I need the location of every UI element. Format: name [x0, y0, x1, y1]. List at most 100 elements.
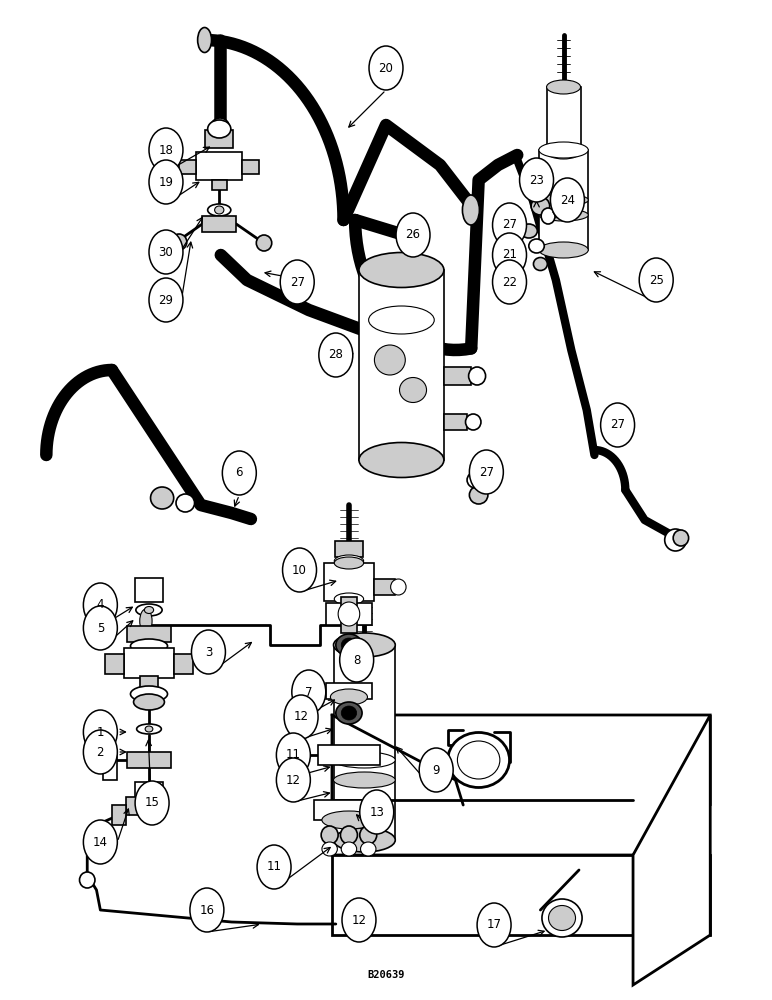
Circle shape — [222, 451, 256, 495]
Text: 19: 19 — [158, 176, 174, 188]
Text: 17: 17 — [486, 918, 502, 932]
Circle shape — [83, 606, 117, 650]
Bar — [135, 578, 163, 602]
Ellipse shape — [330, 689, 367, 705]
Ellipse shape — [368, 306, 434, 334]
Text: 29: 29 — [158, 294, 174, 306]
Ellipse shape — [334, 752, 395, 768]
Text: 20: 20 — [378, 62, 394, 75]
Ellipse shape — [548, 906, 575, 930]
Bar — [318, 745, 380, 765]
Ellipse shape — [466, 414, 481, 430]
Circle shape — [191, 630, 225, 674]
Circle shape — [550, 178, 584, 222]
Circle shape — [292, 670, 326, 714]
Bar — [127, 752, 171, 768]
Ellipse shape — [539, 242, 588, 258]
Ellipse shape — [140, 609, 152, 633]
Circle shape — [83, 583, 117, 627]
Ellipse shape — [520, 224, 537, 238]
Ellipse shape — [338, 602, 360, 626]
Ellipse shape — [462, 195, 479, 225]
Bar — [212, 180, 227, 190]
Ellipse shape — [547, 145, 581, 159]
Bar — [444, 414, 467, 430]
Text: 8: 8 — [353, 654, 361, 666]
Text: 28: 28 — [328, 349, 344, 361]
Text: 12: 12 — [293, 710, 309, 724]
Bar — [444, 367, 471, 385]
Ellipse shape — [336, 634, 362, 656]
Text: 9: 9 — [432, 764, 440, 776]
Ellipse shape — [130, 686, 168, 702]
Text: 15: 15 — [144, 796, 160, 810]
Bar — [324, 563, 374, 601]
Text: 7: 7 — [305, 686, 313, 698]
Circle shape — [284, 695, 318, 739]
Ellipse shape — [137, 724, 161, 734]
Bar — [196, 152, 242, 180]
Bar — [341, 597, 357, 633]
Text: 18: 18 — [158, 143, 174, 156]
Circle shape — [342, 898, 376, 942]
Bar — [359, 270, 444, 460]
Ellipse shape — [334, 557, 364, 569]
Circle shape — [396, 213, 430, 257]
Ellipse shape — [469, 367, 486, 385]
Ellipse shape — [171, 234, 187, 250]
Circle shape — [477, 903, 511, 947]
Ellipse shape — [151, 487, 174, 509]
Text: 25: 25 — [648, 273, 664, 286]
Ellipse shape — [359, 252, 444, 288]
Ellipse shape — [145, 726, 153, 732]
Ellipse shape — [448, 732, 510, 788]
Circle shape — [419, 748, 453, 792]
Ellipse shape — [542, 899, 582, 937]
Bar — [547, 87, 581, 152]
Ellipse shape — [334, 772, 395, 788]
Circle shape — [135, 781, 169, 825]
Text: 14: 14 — [93, 836, 108, 848]
Ellipse shape — [130, 639, 168, 653]
Circle shape — [493, 203, 527, 247]
Circle shape — [360, 790, 394, 834]
Text: 13: 13 — [369, 806, 384, 818]
Ellipse shape — [334, 633, 395, 657]
Ellipse shape — [210, 118, 229, 138]
Text: 4: 4 — [96, 598, 104, 611]
Circle shape — [319, 333, 353, 377]
Ellipse shape — [321, 826, 338, 844]
Text: 2: 2 — [96, 746, 104, 758]
Ellipse shape — [208, 204, 231, 216]
Text: 5: 5 — [96, 621, 104, 635]
Ellipse shape — [215, 206, 224, 214]
Bar — [205, 130, 233, 148]
Ellipse shape — [539, 209, 588, 221]
Ellipse shape — [208, 128, 231, 146]
Circle shape — [149, 230, 183, 274]
Ellipse shape — [334, 593, 364, 605]
Bar — [326, 603, 372, 625]
Bar — [103, 752, 117, 780]
Ellipse shape — [539, 194, 588, 206]
Bar — [105, 654, 124, 674]
Text: B20639: B20639 — [367, 970, 405, 980]
Circle shape — [257, 845, 291, 889]
Circle shape — [149, 160, 183, 204]
Bar — [326, 683, 372, 699]
Bar — [242, 160, 259, 174]
Polygon shape — [633, 715, 710, 985]
Text: 21: 21 — [502, 248, 517, 261]
Ellipse shape — [539, 142, 588, 158]
Bar — [202, 216, 236, 232]
Ellipse shape — [467, 472, 484, 488]
Bar — [112, 805, 126, 825]
Bar — [135, 782, 163, 800]
Ellipse shape — [334, 828, 395, 852]
Text: 6: 6 — [235, 466, 243, 480]
Bar — [124, 648, 174, 678]
Text: 16: 16 — [199, 904, 215, 916]
Ellipse shape — [665, 529, 686, 551]
Text: 24: 24 — [560, 194, 575, 207]
Ellipse shape — [400, 377, 426, 402]
